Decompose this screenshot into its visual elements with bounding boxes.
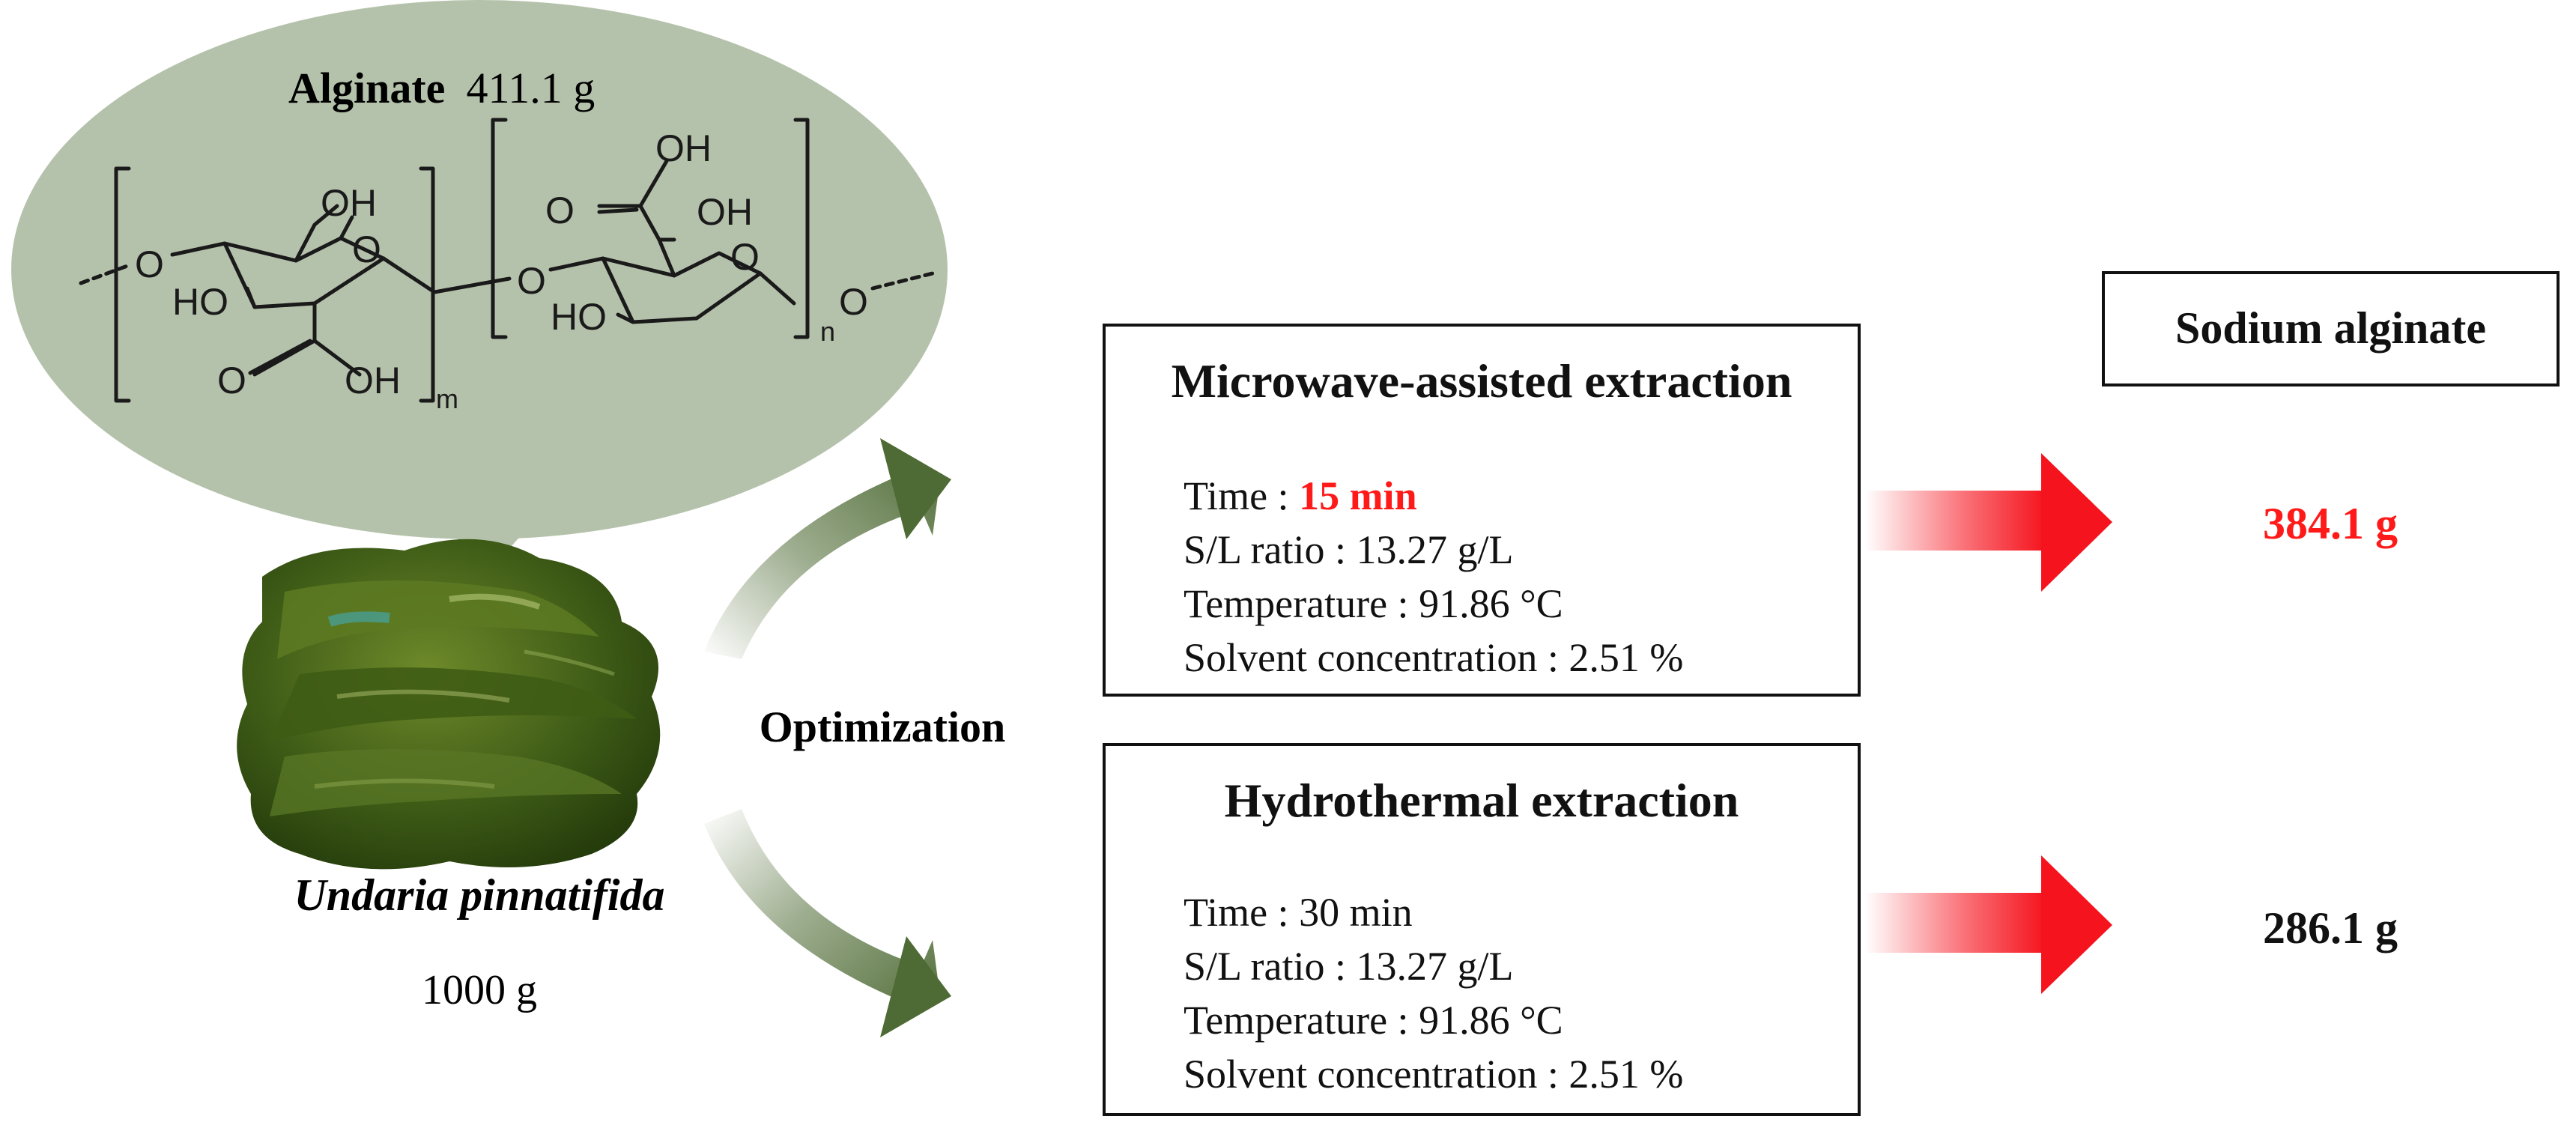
hydrothermal-extraction-box: Hydrothermal extraction Time : 30 min S/… xyxy=(1103,743,1861,1116)
microwave-param-sl: S/L ratio : 13.27 g/L xyxy=(1184,527,1514,572)
ring2-carbonyl-double xyxy=(597,207,639,214)
label-oh-acid-1: OH xyxy=(345,360,401,401)
microwave-extraction-box: Microwave-assisted extraction Time : 15 … xyxy=(1103,324,1861,697)
alginate-title: Alginate 411.1 g xyxy=(288,64,595,112)
optimization-label: Optimization xyxy=(760,703,1006,751)
seaweed-image xyxy=(237,539,661,870)
microwave-time-value: 15 min xyxy=(1299,473,1417,518)
hydrothermal-result: 286.1 g xyxy=(2263,903,2398,953)
chain-end-left xyxy=(79,264,130,285)
bracket-right-1 xyxy=(419,166,435,403)
ring2-lower xyxy=(601,256,796,324)
optimization-arrow-down xyxy=(704,809,951,1037)
ring1-oh-bond xyxy=(294,204,339,263)
ring2-ho-bond xyxy=(616,312,635,324)
ring2-oh-bond xyxy=(657,237,676,278)
ring2-carboxyl xyxy=(597,204,676,242)
alginate-structure xyxy=(79,118,935,403)
microwave-param-temperature: Temperature : 91.86 °C xyxy=(1184,581,1563,626)
sodium-alginate-box: Sodium alginate xyxy=(2102,271,2560,386)
label-ho-1: HO xyxy=(172,281,228,323)
structure-labels: O OH O HO O OH m O OH O OH O HO n O xyxy=(135,127,868,414)
label-subscript-m: m xyxy=(436,383,458,414)
chain-end-right xyxy=(870,271,935,291)
hydrothermal-param-temperature: Temperature : 91.86 °C xyxy=(1184,998,1563,1043)
microwave-param-solvent: Solvent concentration : 2.51 % xyxy=(1184,635,1684,680)
label-ho-2: HO xyxy=(551,296,607,338)
microwave-result: 384.1 g xyxy=(2263,499,2398,548)
bracket-right-2 xyxy=(793,118,810,339)
microwave-param-time: Time : 15 min xyxy=(1184,473,1417,518)
hydrothermal-title: Hydrothermal extraction xyxy=(1224,774,1739,827)
label-o-ring-2: O xyxy=(730,236,760,278)
label-o-link-right: O xyxy=(839,281,868,323)
ring1-lower xyxy=(222,241,386,309)
result-arrow-microwave xyxy=(1865,453,2112,592)
seaweed-name: Undaria pinnatifida xyxy=(294,870,664,920)
label-oh-2: OH xyxy=(697,191,753,233)
optimization-arrow-up xyxy=(704,438,951,659)
hydrothermal-param-solvent: Solvent concentration : 2.51 % xyxy=(1184,1052,1684,1097)
label-o-link-left: O xyxy=(135,243,164,285)
label-o-carbonyl-1: O xyxy=(217,360,246,401)
hydrothermal-param-time: Time : 30 min xyxy=(1184,890,1413,935)
sodium-alginate-label: Sodium alginate xyxy=(2175,303,2487,353)
ring1-carbonyl-double xyxy=(248,339,312,375)
label-o-carbonyl-2: O xyxy=(545,190,575,231)
microwave-title: Microwave-assisted extraction xyxy=(1171,354,1792,407)
label-o-link-mid: O xyxy=(517,260,546,302)
ring1-ringO-bond xyxy=(339,215,354,240)
bracket-left-2 xyxy=(491,118,508,339)
ring1-ho-bond xyxy=(245,286,257,309)
hydrothermal-param-sl: S/L ratio : 13.27 g/L xyxy=(1184,944,1514,989)
label-o-ring-1: O xyxy=(352,228,381,270)
bracket-left-1 xyxy=(114,166,131,403)
result-arrow-hydrothermal xyxy=(1865,855,2112,994)
seaweed-amount: 1000 g xyxy=(422,967,537,1013)
label-oh-acid-2: OH xyxy=(655,127,712,169)
ring2-acid-oh xyxy=(638,159,669,208)
label-oh-1: OH xyxy=(321,182,377,224)
ring1-acid-oh xyxy=(312,339,362,377)
alginate-bubble xyxy=(11,0,948,569)
label-subscript-n: n xyxy=(820,316,835,347)
glycosidic-link xyxy=(381,256,512,294)
